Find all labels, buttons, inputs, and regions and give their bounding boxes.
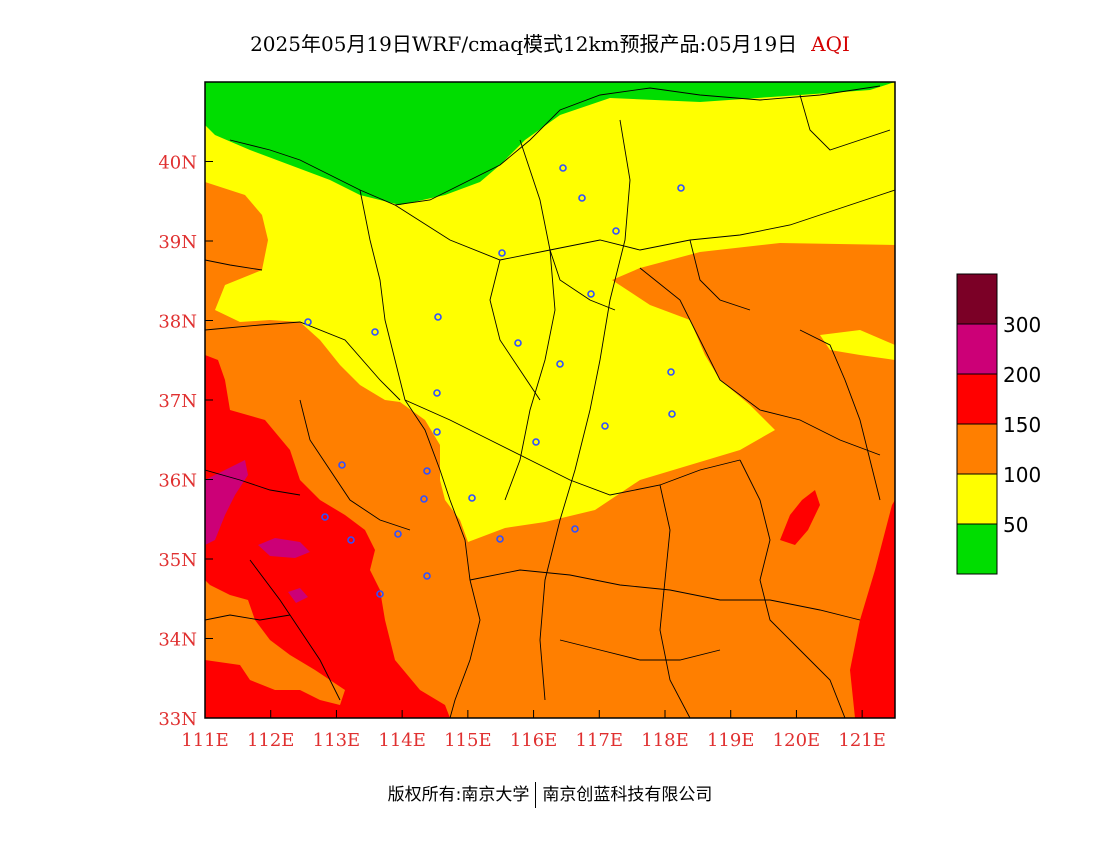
aqi-field <box>205 82 895 718</box>
aqi-zone-200-300-a <box>205 460 248 545</box>
lat-tick-label: 37N <box>158 391 197 412</box>
lon-tick-label: 119E <box>707 730 755 751</box>
station-marker <box>433 428 441 436</box>
footer-separator <box>535 782 537 808</box>
legend-label: 200 <box>1003 363 1041 387</box>
lon-tick-label: 117E <box>576 730 624 751</box>
map-title: 2025年05月19日WRF/cmaq模式12km预报产品:05月19日 AQI <box>0 28 1100 57</box>
station-marker <box>394 530 402 538</box>
legend-swatch <box>956 523 998 575</box>
station-marker <box>433 389 441 397</box>
station-marker <box>304 318 312 326</box>
station-marker <box>347 536 355 544</box>
lon-tick-label: 111E <box>181 730 229 751</box>
lat-tick-label: 36N <box>158 471 197 492</box>
station-marker <box>498 249 506 257</box>
station-marker <box>677 184 685 192</box>
legend-swatch <box>956 423 998 475</box>
aqi-zone-150-200-west <box>205 355 450 718</box>
lat-tick-label: 39N <box>158 232 197 253</box>
lat-tick-label: 35N <box>158 550 197 571</box>
lon-tick-label: 120E <box>773 730 821 751</box>
legend-label: 100 <box>1003 463 1041 487</box>
station-marker <box>556 360 564 368</box>
station-marker <box>371 328 379 336</box>
legend-swatch <box>956 323 998 375</box>
aqi-zone-0-50 <box>205 82 895 205</box>
footer-credits: 版权所有:南京大学 南京创蓝科技有限公司 <box>0 780 1100 808</box>
station-marker <box>667 368 675 376</box>
lon-tick-label: 114E <box>378 730 426 751</box>
lon-tick-label: 112E <box>247 730 295 751</box>
station-marker <box>587 290 595 298</box>
lat-tick-label: 33N <box>158 709 197 730</box>
station-marker <box>338 461 346 469</box>
aqi-legend: 300 200 150 100 50 <box>956 273 1041 575</box>
station-marker <box>321 513 329 521</box>
aqi-zone-150-200-east <box>850 500 895 718</box>
legend-swatch <box>956 273 998 325</box>
station-marker <box>376 590 384 598</box>
lat-tick-label: 38N <box>158 312 197 333</box>
footer-company: 南京创蓝科技有限公司 <box>542 785 713 805</box>
station-marker <box>612 227 620 235</box>
legend-label: 300 <box>1003 313 1041 337</box>
title-main: 2025年05月19日WRF/cmaq模式12km预报产品:05月19日 <box>250 32 798 56</box>
station-marker <box>571 525 579 533</box>
lon-tick-label: 113E <box>313 730 361 751</box>
lat-tick-label: 34N <box>158 630 197 651</box>
station-marker <box>420 495 428 503</box>
station-marker <box>514 339 522 347</box>
lat-tick-label: 40N <box>158 153 197 174</box>
aqi-zone-200-300-c <box>288 588 308 603</box>
station-marker <box>668 410 676 418</box>
aqi-zone-200-300-b <box>258 538 310 558</box>
station-marker <box>578 194 586 202</box>
legend-swatch <box>956 373 998 425</box>
station-marker <box>423 572 431 580</box>
lon-tick-label: 115E <box>444 730 492 751</box>
footer-copyright: 版权所有:南京大学 <box>387 785 530 805</box>
lon-tick-label: 121E <box>838 730 886 751</box>
legend-swatch <box>956 473 998 525</box>
station-marker <box>532 438 540 446</box>
legend-label: 150 <box>1003 413 1041 437</box>
aqi-zone-150-200-coast <box>780 490 820 545</box>
axis-ticks: 111E 112E 113E 114E 115E 116E 117E 118E 119E 120E… <box>158 153 886 752</box>
city-station-markers <box>304 164 685 598</box>
station-marker <box>601 422 609 430</box>
title-tag: AQI <box>811 32 850 56</box>
legend-label: 50 <box>1003 513 1028 537</box>
lon-tick-label: 118E <box>641 730 689 751</box>
station-marker <box>423 467 431 475</box>
aqi-zone-50-100-east <box>820 330 895 360</box>
station-marker <box>496 535 504 543</box>
province-borders <box>205 85 895 718</box>
station-marker <box>559 164 567 172</box>
station-marker <box>468 494 476 502</box>
station-marker <box>434 313 442 321</box>
lon-tick-label: 116E <box>510 730 558 751</box>
